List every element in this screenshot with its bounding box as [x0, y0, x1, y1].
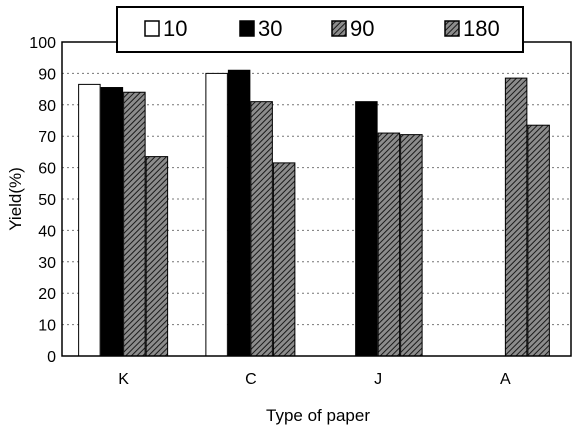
bar-A-90 — [504, 77, 528, 357]
bar-J-30 — [355, 101, 378, 357]
bar-C-10 — [205, 72, 228, 357]
bar-A-180 — [527, 124, 550, 357]
legend-swatch-30 — [239, 20, 255, 37]
y-tick-label: 100 — [29, 35, 56, 52]
y-tick-label: 70 — [38, 129, 56, 146]
x-tick-label: K — [118, 371, 129, 388]
bar-C-30 — [227, 69, 251, 357]
y-tick-label: 40 — [38, 223, 56, 240]
legend-swatch-90 — [331, 20, 347, 37]
legend-label: 180 — [463, 16, 500, 41]
x-axis-title: Type of paper — [266, 406, 370, 425]
y-tick-label: 30 — [38, 255, 56, 272]
y-tick-label: 20 — [38, 286, 56, 303]
y-tick-label: 90 — [38, 66, 56, 83]
legend-label: 30 — [258, 16, 282, 41]
legend-label: 90 — [350, 16, 374, 41]
y-axis-title: Yield(%) — [6, 167, 25, 231]
bar-J-180 — [400, 134, 423, 357]
bar-C-90 — [250, 101, 273, 357]
bar-J-90 — [377, 132, 401, 357]
x-tick-label: J — [374, 371, 382, 388]
bar-K-10 — [78, 83, 101, 357]
bar-K-90 — [123, 91, 146, 357]
legend-label: 10 — [163, 16, 187, 41]
y-tick-label: 50 — [38, 192, 56, 209]
y-tick-labels: 0 10 20 30 40 50 60 70 80 90 100 — [29, 35, 56, 366]
legend-swatch-10 — [144, 20, 160, 37]
legend: 10 30 90 180 — [116, 6, 524, 53]
y-tick-label: 0 — [47, 349, 56, 366]
x-tick-label: C — [245, 371, 257, 388]
y-tick-label: 60 — [38, 161, 56, 178]
bar-C-180 — [272, 162, 296, 357]
y-tick-label: 10 — [38, 318, 56, 335]
y-tick-label: 80 — [38, 98, 56, 115]
bar-K-180 — [145, 156, 169, 357]
x-tick-label: A — [500, 371, 511, 388]
bar-K-30 — [100, 87, 124, 357]
legend-swatch-180 — [444, 20, 460, 37]
bars — [78, 69, 550, 357]
